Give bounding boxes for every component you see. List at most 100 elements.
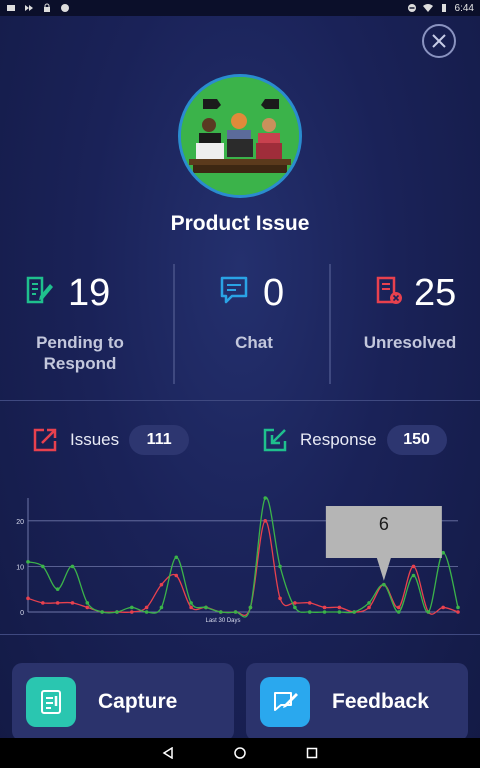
edit-document-icon [26, 276, 53, 304]
battery-icon [441, 4, 446, 12]
data-point [115, 610, 119, 614]
stat-chat[interactable]: 0 Chat [174, 264, 334, 384]
import-arrow-icon [263, 428, 287, 452]
feedback-pen-icon [260, 677, 310, 727]
data-point [426, 610, 431, 614]
data-point [189, 605, 193, 610]
y-tick-label: 20 [16, 519, 24, 526]
data-point [293, 601, 297, 605]
data-point [278, 564, 282, 569]
data-point [307, 601, 312, 605]
data-point [263, 519, 268, 523]
data-point [85, 601, 90, 605]
data-point [307, 610, 312, 614]
back-icon[interactable] [162, 747, 174, 759]
clock: 6:44 [454, 2, 474, 14]
close-button[interactable] [422, 24, 456, 58]
do-not-disturb-icon [407, 4, 416, 12]
data-point [248, 605, 253, 610]
media-icon [25, 5, 33, 11]
notification-icon [7, 5, 15, 11]
data-point [352, 610, 357, 614]
data-point [26, 596, 30, 601]
data-point [144, 610, 149, 614]
response-label: Response [300, 430, 377, 449]
data-point [278, 596, 282, 601]
home-icon[interactable] [234, 747, 246, 759]
data-point [144, 605, 149, 610]
lock-icon [44, 3, 50, 12]
data-point [456, 610, 460, 614]
data-point [41, 564, 45, 569]
data-point [159, 582, 164, 587]
capture-document-icon [26, 677, 76, 727]
status-bar: 6:44 [0, 0, 480, 16]
data-point [26, 560, 30, 564]
data-point [85, 605, 90, 610]
data-point [367, 601, 371, 605]
data-point [218, 610, 223, 614]
capture-label: Capture [98, 690, 178, 713]
data-point [337, 605, 342, 610]
data-point [55, 587, 60, 591]
data-point [174, 555, 179, 560]
data-point [337, 610, 342, 614]
tooltip-pointer [376, 558, 391, 581]
chat-label: Chat [235, 333, 273, 352]
data-point [189, 601, 193, 605]
navigation-bar [0, 738, 480, 768]
data-point [411, 573, 416, 578]
issues-label: Issues [70, 430, 120, 449]
feedback-label: Feedback [332, 690, 429, 713]
y-tick-label: 0 [20, 610, 24, 617]
data-point [129, 610, 134, 614]
pending-count: 19 [68, 272, 111, 314]
unresolved-count: 25 [414, 272, 457, 314]
data-point [100, 610, 104, 614]
data-point [233, 610, 238, 614]
data-point [367, 605, 371, 610]
wifi-icon [422, 4, 433, 12]
data-point [70, 564, 75, 569]
stat-pending[interactable]: 19 Pending to Respond [0, 264, 160, 384]
close-icon [432, 34, 446, 48]
support-team-illustration [181, 77, 299, 195]
data-point [55, 601, 60, 605]
pending-label: Pending to Respond [36, 333, 124, 373]
tooltip-box [325, 506, 442, 558]
feedback-button[interactable]: Feedback [246, 663, 468, 741]
export-arrow-icon [33, 428, 57, 452]
chat-icon [220, 276, 248, 304]
category-avatar [178, 74, 302, 198]
divider [173, 264, 175, 384]
data-point [204, 605, 208, 610]
divider [0, 634, 480, 635]
android-icon [61, 4, 69, 12]
unresolved-label: Unresolved [363, 333, 457, 352]
data-point [322, 610, 327, 614]
divider [0, 400, 480, 401]
data-point [159, 605, 164, 610]
issues-count-badge: 111 [129, 425, 190, 455]
data-point [41, 601, 45, 605]
stat-unresolved[interactable]: 25 Unresolved [330, 264, 480, 384]
response-count-badge: 150 [386, 425, 447, 455]
issues-counter[interactable]: Issues 111 [32, 424, 190, 456]
y-tick-label: 10 [16, 564, 24, 571]
data-point [174, 573, 179, 578]
data-point [411, 564, 416, 569]
data-point [382, 582, 386, 587]
recents-icon[interactable] [306, 747, 318, 759]
data-point [293, 605, 297, 610]
capture-button[interactable]: Capture [12, 663, 234, 741]
data-point [456, 605, 460, 610]
data-point [441, 605, 445, 610]
data-point [263, 496, 268, 500]
data-point [322, 605, 327, 610]
document-x-icon [376, 276, 402, 304]
tooltip-value: 6 [379, 514, 389, 534]
data-point [129, 605, 134, 610]
data-point [396, 610, 401, 614]
activity-chart[interactable]: 0 10 20 Last 30 Days 6 [0, 490, 480, 630]
response-counter[interactable]: Response 150 [262, 424, 447, 456]
